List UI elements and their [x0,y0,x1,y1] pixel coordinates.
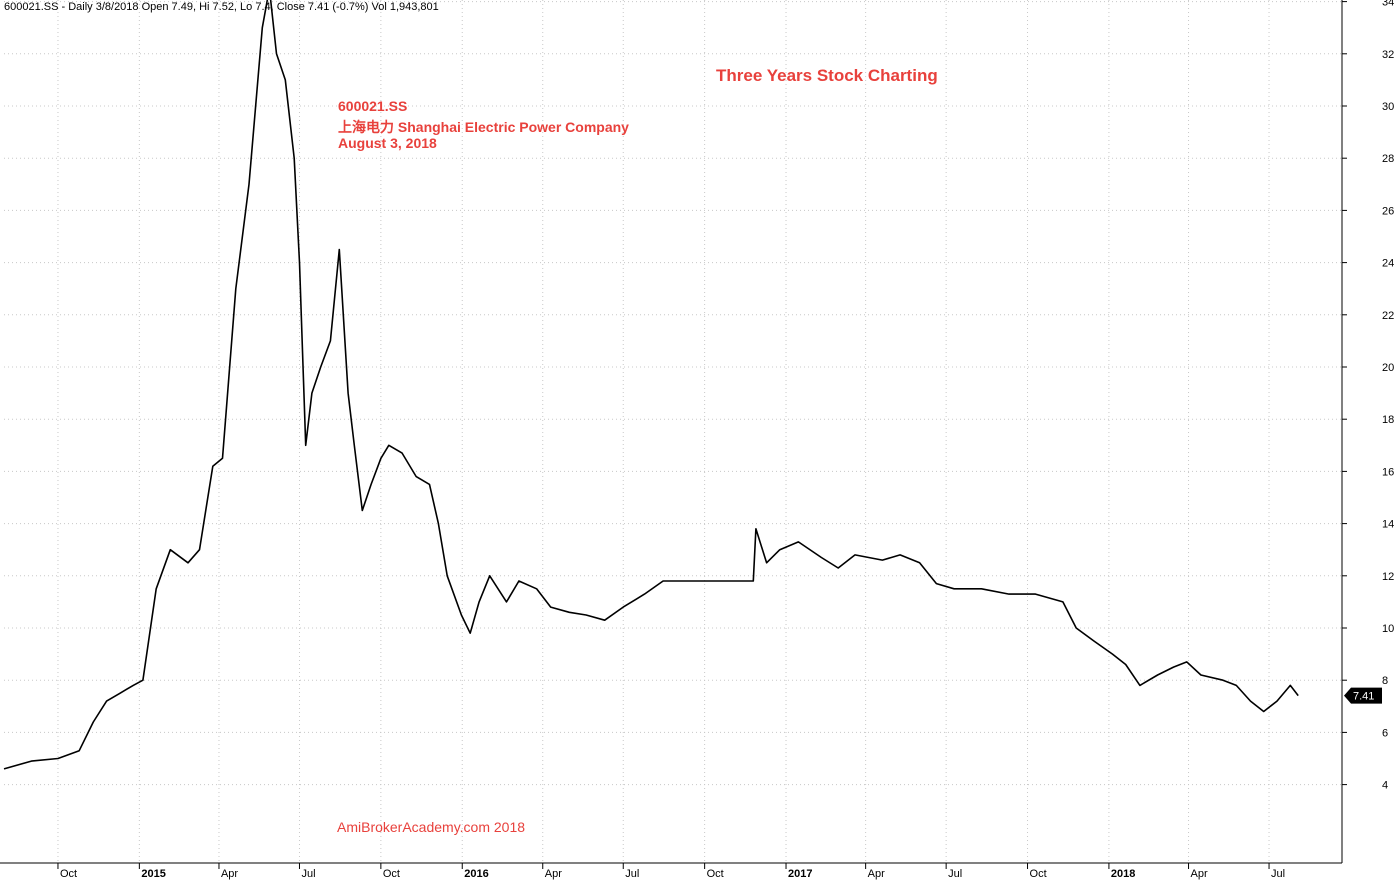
y-tick-label: 6 [1382,727,1388,739]
x-tick-label: Oct [707,868,724,880]
x-tick-label: Jul [1271,868,1285,880]
chart-title: Three Years Stock Charting [716,66,938,85]
watermark: AmiBrokerAcademy.com 2018 [337,819,526,835]
x-tick-label: Oct [60,868,77,880]
y-tick-label: 30 [1382,101,1394,113]
y-tick-label: 20 [1382,362,1394,374]
y-tick-label: 12 [1382,571,1394,583]
y-tick-label: 26 [1382,205,1394,217]
y-tick-label: 18 [1382,414,1394,426]
date-label: August 3, 2018 [338,135,437,151]
x-tick-label: Apr [221,868,238,880]
x-tick-label: Oct [383,868,400,880]
x-tick-label: Jul [301,868,315,880]
ticker-label: 600021.SS [338,98,408,114]
x-tick-label: Apr [545,868,562,880]
y-tick-label: 10 [1382,623,1394,635]
x-tick-label: Apr [1191,868,1208,880]
y-tick-label: 4 [1382,780,1388,792]
x-tick-label: Jul [625,868,639,880]
x-tick-label: 2016 [464,868,488,880]
x-tick-label: Jul [948,868,962,880]
x-tick-label: Oct [1030,868,1047,880]
y-tick-label: 22 [1382,310,1394,322]
y-tick-label: 14 [1382,519,1394,531]
y-tick-label: 8 [1382,675,1388,687]
x-tick-label: 2017 [788,868,812,880]
company-label: 上海电力 Shanghai Electric Power Company [338,119,629,135]
chart-header: 600021.SS - Daily 3/8/2018 Open 7.49, Hi… [4,1,439,13]
y-tick-label: 32 [1382,49,1394,61]
last-price-label: 7.41 [1353,691,1374,703]
price-line [3,0,1299,770]
y-tick-label: 28 [1382,153,1394,165]
y-tick-label: 24 [1382,258,1394,270]
y-tick-label: 34 [1382,0,1394,9]
last-price-badge [1344,687,1382,704]
x-tick-label: Apr [868,868,885,880]
y-tick-label: 16 [1382,466,1394,478]
x-tick-label: 2015 [141,868,165,880]
x-tick-label: 2018 [1111,868,1135,880]
